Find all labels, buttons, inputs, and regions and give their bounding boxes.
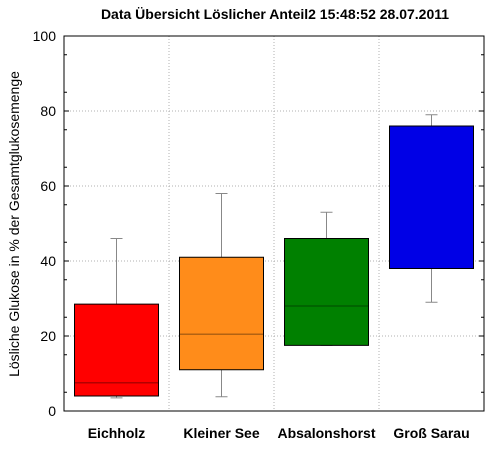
box-absalonshorst	[284, 211, 369, 346]
axes: 0 20 40 60 80 100 Eichholz Kleiner See Absalonsh…	[33, 28, 484, 441]
y-tick-label: 100	[33, 28, 57, 44]
x-tick-label: Kleiner See	[183, 425, 259, 441]
box-body	[284, 238, 369, 346]
y-tick-label: 80	[40, 103, 56, 119]
boxes	[74, 114, 474, 399]
box-kleiner-see	[179, 193, 264, 398]
y-tick-label: 40	[40, 253, 56, 269]
x-tick-label: Eichholz	[88, 425, 146, 441]
y-axis-label: Lösliche Glukose in % der Gesamtglukosem…	[6, 71, 22, 377]
box-body	[74, 303, 159, 397]
y-tick-label: 20	[40, 328, 56, 344]
x-tick-label: Absalonshorst	[277, 425, 375, 441]
box-eichholz	[74, 238, 159, 399]
chart-title: Data Übersicht Löslicher Anteil2 15:48:5…	[101, 6, 449, 22]
box-body	[389, 125, 474, 269]
y-tick-label: 0	[48, 403, 56, 419]
box-gro-sarau	[389, 114, 474, 303]
x-tick-label: Groß Sarau	[393, 425, 469, 441]
y-tick-label: 60	[40, 178, 56, 194]
box-body	[179, 256, 264, 371]
plot-frame	[63, 35, 485, 412]
